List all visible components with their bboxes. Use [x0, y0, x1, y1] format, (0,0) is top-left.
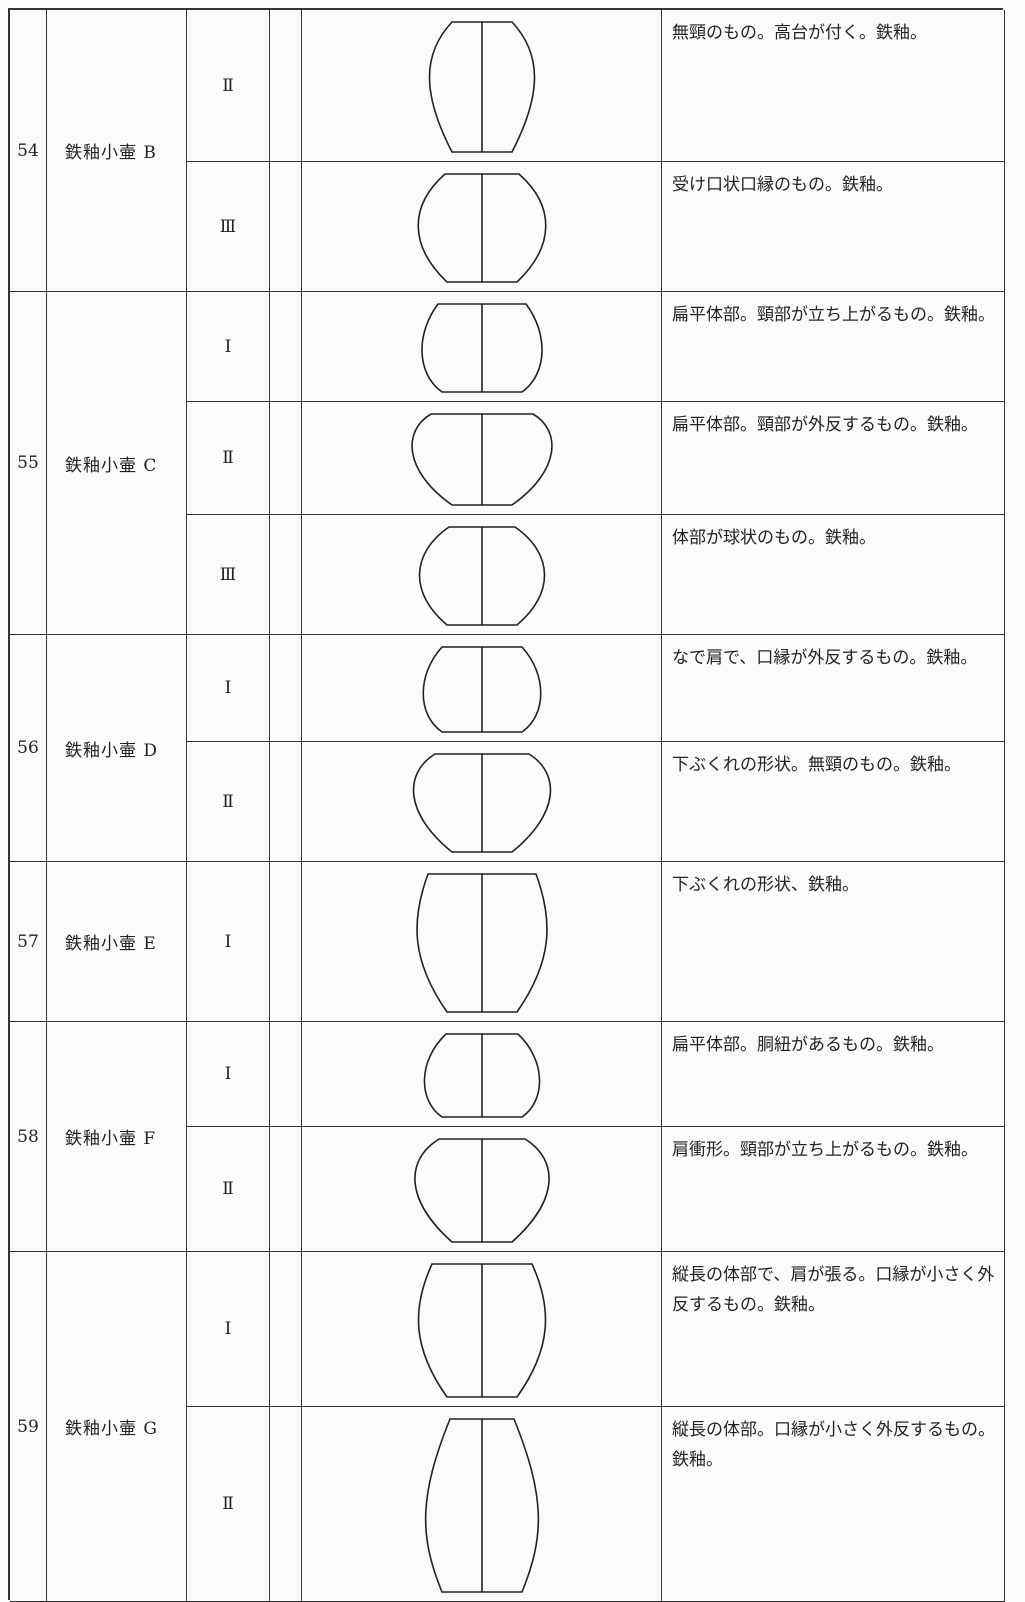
vessel-outline: [416, 873, 548, 1013]
vessel-outline: [412, 753, 552, 853]
drawing-cell: [302, 1252, 662, 1407]
vessel-drawing: [417, 173, 547, 283]
vessel-outline: [428, 21, 536, 153]
vessel-drawing: [418, 526, 546, 626]
drawing-cell: [302, 292, 662, 402]
type-table: 54 鉄釉小壷 B Ⅱ 無頸のもの。高台が付く。鉄釉。 Ⅲ 受け口状口縁のもの。鉄釉。 55…: [8, 8, 1005, 1602]
blank-cell: [270, 1407, 302, 1602]
type-numeral: Ⅰ: [187, 1022, 270, 1127]
vessel-name: 鉄釉小壷 C: [47, 292, 187, 635]
blank-cell: [270, 402, 302, 515]
blank-cell: [270, 515, 302, 635]
type-numeral: Ⅱ: [187, 1407, 270, 1602]
vessel-drawing: [422, 646, 542, 733]
description: なで肩で、口縁が外反するもの。鉄釉。: [662, 635, 1005, 742]
drawing-cell: [302, 635, 662, 742]
vessel-drawing: [423, 1033, 541, 1118]
vessel-outline: [421, 303, 543, 393]
type-numeral: Ⅰ: [187, 292, 270, 402]
row-number: 54: [10, 10, 47, 292]
vessel-outline: [411, 413, 553, 506]
row-number: 56: [10, 635, 47, 862]
description: 扁平体部。頸部が外反するもの。鉄釉。: [662, 402, 1005, 515]
vessel-outline: [424, 1418, 540, 1593]
blank-cell: [270, 635, 302, 742]
drawing-cell: [302, 402, 662, 515]
description: 受け口状口縁のもの。鉄釉。: [662, 162, 1005, 292]
drawing-cell: [302, 1127, 662, 1252]
drawing-cell: [302, 515, 662, 635]
blank-cell: [270, 10, 302, 162]
row-number: 59: [10, 1252, 47, 1602]
drawing-cell: [302, 10, 662, 162]
vessel-drawing: [414, 1138, 550, 1243]
vessel-outline: [422, 646, 542, 733]
vessel-name: 鉄釉小壷 D: [47, 635, 187, 862]
type-numeral: Ⅱ: [187, 402, 270, 515]
blank-cell: [270, 162, 302, 292]
vessel-drawing: [417, 1263, 547, 1398]
blank-cell: [270, 862, 302, 1022]
description: 体部が球状のもの。鉄釉。: [662, 515, 1005, 635]
description: 下ぶくれの形状、鉄釉。: [662, 862, 1005, 1022]
description: 扁平体部。胴紐があるもの。鉄釉。: [662, 1022, 1005, 1127]
type-numeral: Ⅰ: [187, 635, 270, 742]
type-numeral: Ⅱ: [187, 742, 270, 862]
drawing-cell: [302, 162, 662, 292]
row-number: 55: [10, 292, 47, 635]
vessel-name: 鉄釉小壷 G: [47, 1252, 187, 1602]
vessel-drawing: [411, 413, 553, 506]
blank-cell: [270, 1022, 302, 1127]
vessel-drawing: [416, 873, 548, 1013]
type-numeral: Ⅰ: [187, 1252, 270, 1407]
blank-cell: [270, 1127, 302, 1252]
vessel-drawing: [412, 753, 552, 853]
description: 肩衝形。頸部が立ち上がるもの。鉄釉。: [662, 1127, 1005, 1252]
row-number: 57: [10, 862, 47, 1022]
description: 下ぶくれの形状。無頸のもの。鉄釉。: [662, 742, 1005, 862]
blank-cell: [270, 1252, 302, 1407]
blank-cell: [270, 742, 302, 862]
drawing-cell: [302, 1407, 662, 1602]
vessel-drawing: [421, 303, 543, 393]
type-numeral: Ⅲ: [187, 162, 270, 292]
vessel-name: 鉄釉小壷 F: [47, 1022, 187, 1252]
vessel-name: 鉄釉小壷 B: [47, 10, 187, 292]
drawing-cell: [302, 742, 662, 862]
type-numeral: Ⅰ: [187, 862, 270, 1022]
description: 縦長の体部で、肩が張る。口縁が小さく外反するもの。鉄釉。: [662, 1252, 1005, 1407]
type-numeral: Ⅲ: [187, 515, 270, 635]
blank-cell: [270, 292, 302, 402]
vessel-drawing: [428, 21, 536, 153]
type-numeral: Ⅱ: [187, 1127, 270, 1252]
vessel-outline: [418, 526, 546, 626]
type-numeral: Ⅱ: [187, 10, 270, 162]
vessel-drawing: [424, 1418, 540, 1593]
row-number: 58: [10, 1022, 47, 1252]
vessel-name: 鉄釉小壷 E: [47, 862, 187, 1022]
vessel-outline: [414, 1138, 550, 1243]
vessel-outline: [417, 1263, 547, 1398]
description: 縦長の体部。口縁が小さく外反するもの。鉄釉。: [662, 1407, 1005, 1602]
description: 無頸のもの。高台が付く。鉄釉。: [662, 10, 1005, 162]
description: 扁平体部。頸部が立ち上がるもの。鉄釉。: [662, 292, 1005, 402]
vessel-outline: [423, 1033, 541, 1118]
vessel-outline: [417, 173, 547, 283]
drawing-cell: [302, 1022, 662, 1127]
drawing-cell: [302, 862, 662, 1022]
